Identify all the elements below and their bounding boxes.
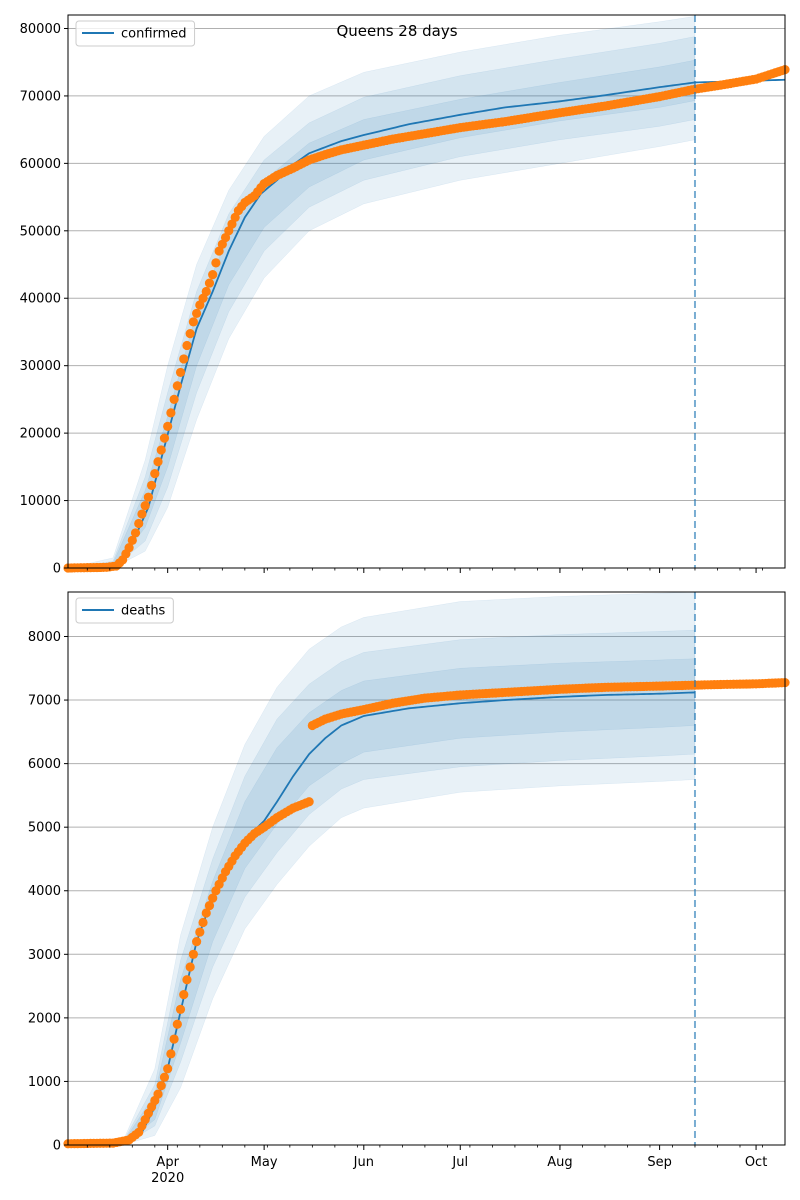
observed-point (140, 501, 150, 511)
legend-box (75, 20, 196, 47)
deaths-panel: 0 1000 2000 3000 4000 5000 6000 7000 8000 Apr May… (28, 591, 790, 1186)
deaths-legend: deaths (75, 597, 174, 624)
y-tick-label: 7000 (28, 694, 61, 709)
y-tick-label: 6000 (28, 757, 61, 772)
confirmed-legend: confirmed (75, 20, 196, 47)
uncertainty-band (67, 16, 696, 569)
observed-point (188, 317, 198, 327)
deaths-y-ticks: 0 1000 2000 3000 4000 5000 6000 7000 8000 (28, 630, 68, 1154)
legend-label-confirmed: confirmed (121, 27, 187, 42)
y-tick-label: 80000 (20, 22, 61, 37)
confirmed-panel: 0 10000 20000 30000 40000 50000 60000 70000 8000… (20, 14, 790, 577)
observed-point (201, 286, 211, 297)
x-tick-label: Aug (547, 1155, 572, 1170)
y-tick-label: 40000 (20, 292, 61, 307)
x-tick-label: Sep (647, 1155, 672, 1170)
observed-point (172, 1019, 182, 1029)
observed-point (166, 408, 176, 418)
x-tick-label: Jul (451, 1155, 468, 1170)
observed-point (182, 975, 192, 985)
observed-point (175, 367, 186, 378)
x-tick-label: Oct (745, 1155, 767, 1170)
deaths-observed-points (63, 677, 790, 1149)
observed-point (304, 797, 314, 807)
y-tick-label: 60000 (20, 157, 61, 172)
uncertainty-band (67, 59, 696, 569)
observed-point (192, 308, 202, 319)
observed-point (163, 421, 173, 431)
y-tick-label: 0 (53, 1139, 61, 1154)
y-tick-label: 2000 (28, 1011, 61, 1026)
observed-point (147, 480, 157, 490)
observed-point (153, 457, 163, 467)
y-tick-label: 50000 (20, 224, 61, 239)
observed-point (204, 900, 215, 911)
model-line (67, 691, 696, 1146)
y-tick-label: 5000 (28, 821, 61, 836)
observed-point (188, 949, 198, 959)
observed-point (130, 528, 141, 538)
observed-point (175, 1004, 186, 1015)
observed-point (159, 1072, 170, 1082)
observed-point (208, 270, 218, 280)
observed-point (159, 433, 170, 443)
x-tick-label: Jun (353, 1155, 374, 1170)
legend-box (75, 597, 174, 624)
observed-point (185, 962, 195, 972)
observed-point (169, 1034, 179, 1044)
deaths-x-ticks: Apr May Jun Jul Aug Sep Oct (86, 1145, 767, 1170)
x-tick-label: May (251, 1155, 278, 1170)
observed-point (192, 937, 202, 947)
y-tick-label: 20000 (20, 427, 61, 442)
y-tick-label: 1000 (28, 1075, 61, 1090)
x-tick-label: Apr (156, 1155, 179, 1170)
confirmed-axes-frame (67, 14, 786, 569)
observed-point (156, 445, 166, 455)
observed-point (143, 492, 153, 502)
observed-point (198, 917, 208, 928)
observed-point (169, 394, 179, 404)
observed-point (172, 381, 182, 391)
observed-point (166, 1049, 176, 1059)
confirmed-y-ticks: 0 10000 20000 30000 40000 50000 60000 70000 8000… (20, 22, 68, 577)
confirmed-plot-area (68, 15, 785, 568)
observed-point (137, 509, 147, 519)
observed-point (134, 518, 144, 529)
deaths-axes-frame (67, 591, 786, 1146)
observed-point (179, 354, 189, 364)
observed-point (182, 340, 192, 351)
x-year-label: 2020 (151, 1171, 184, 1186)
observed-point (153, 1089, 163, 1099)
observed-point (211, 258, 221, 268)
deaths-model-line (67, 691, 696, 1146)
y-tick-label: 70000 (20, 89, 61, 104)
observed-point (208, 893, 218, 903)
y-tick-label: 3000 (28, 948, 61, 963)
legend-label-deaths: deaths (121, 604, 166, 619)
observed-point (150, 468, 160, 479)
observed-point (127, 535, 137, 545)
observed-point (195, 927, 205, 937)
y-tick-label: 30000 (20, 359, 61, 374)
chart-title: Queens 28 days (336, 22, 457, 40)
observed-point (124, 543, 134, 553)
observed-point (179, 989, 189, 1000)
observed-point (201, 908, 211, 918)
observed-point (204, 278, 215, 288)
confirmed-observed-points (63, 65, 790, 573)
y-tick-label: 8000 (28, 630, 61, 645)
observed-point (163, 1064, 173, 1074)
y-tick-label: 0 (53, 562, 61, 577)
y-tick-label: 10000 (20, 494, 61, 509)
y-tick-label: 4000 (28, 884, 61, 899)
observed-point (185, 329, 195, 339)
confirmed-x-ticks (86, 568, 763, 573)
observed-point (156, 1081, 166, 1091)
